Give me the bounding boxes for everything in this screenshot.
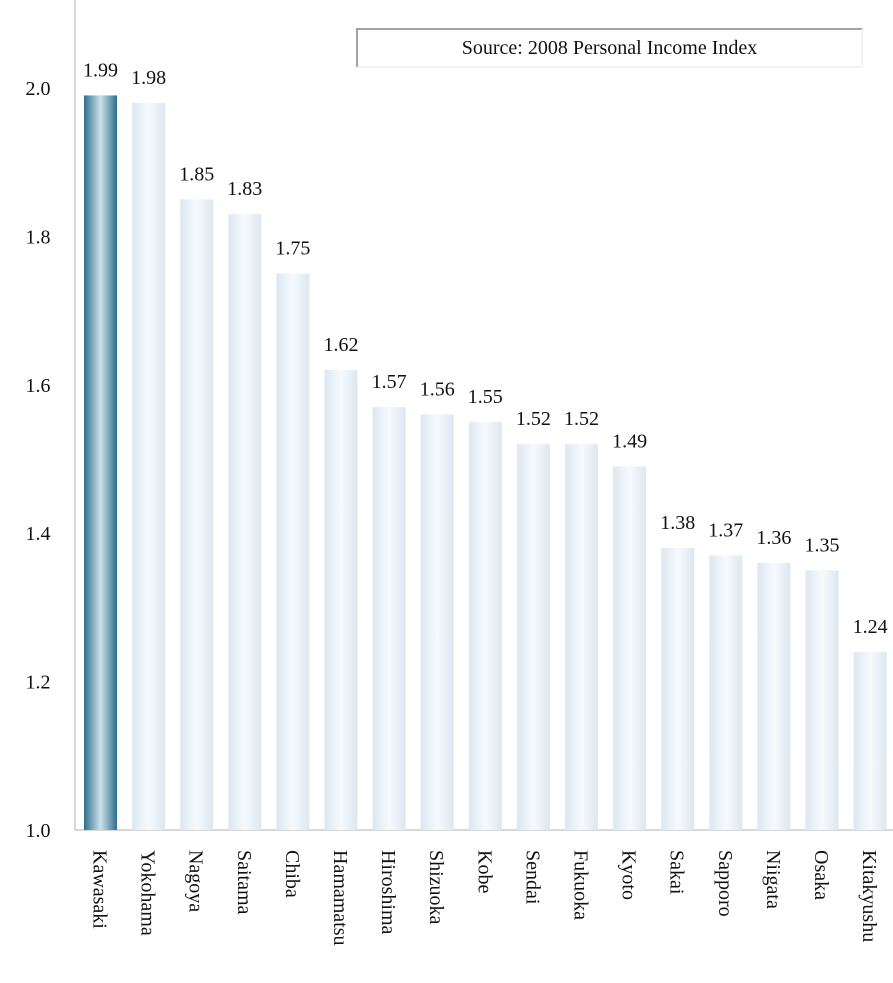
bar-kitakyushu (853, 651, 887, 830)
x-label-sendai: Sendai (521, 850, 543, 905)
x-label-sapporo: Sapporo (714, 850, 736, 917)
x-label-kyoto: Kyoto (618, 850, 640, 900)
bar-sapporo (709, 555, 743, 830)
value-label-3: 1.83 (227, 178, 262, 200)
bar-chiba (276, 273, 310, 830)
bar-shizuoka (420, 414, 454, 830)
y-tick-label-2: 1.4 (26, 523, 51, 545)
bar-kyoto (613, 466, 647, 830)
x-axis-labels: Kawasaki Yokohama Nagoya Saitama Chiba Hamama… (89, 850, 881, 946)
bar-sendai (516, 444, 550, 830)
x-label-hamamatsu: Hamamatsu (329, 850, 351, 946)
x-label-sakai: Sakai (666, 850, 688, 895)
y-axis-ticks: 1.0 1.2 1.4 1.6 1.8 2.0 (26, 78, 51, 842)
y-tick-label-3: 1.6 (26, 375, 51, 397)
y-tick-label-5: 2.0 (26, 78, 51, 100)
x-label-yokohama: Yokohama (137, 850, 159, 936)
value-label-14: 1.36 (756, 527, 791, 549)
value-label-12: 1.38 (660, 512, 695, 534)
bar-kobe (468, 421, 502, 830)
value-label-11: 1.49 (612, 430, 647, 452)
value-labels-group: 1.99 1.98 1.85 1.83 1.75 1.62 1.57 1.56 1.55 1.52… (83, 59, 888, 638)
bars-group (84, 95, 887, 831)
value-label-4: 1.75 (275, 238, 310, 260)
bar-saitama (228, 214, 262, 830)
x-label-shizuoka: Shizuoka (425, 850, 447, 925)
bar-sakai (661, 548, 695, 830)
bar-osaka (805, 570, 839, 830)
value-label-13: 1.37 (708, 519, 743, 541)
x-label-nagoya: Nagoya (185, 850, 207, 912)
x-label-fukuoka: Fukuoka (570, 850, 592, 920)
value-label-2: 1.85 (179, 163, 214, 185)
value-label-15: 1.35 (805, 534, 840, 556)
bar-yokohama (132, 102, 166, 831)
value-label-9: 1.52 (516, 408, 551, 430)
value-label-1: 1.98 (131, 67, 166, 89)
bar-hiroshima (372, 407, 406, 830)
x-label-niigata: Niigata (762, 850, 784, 909)
x-label-hiroshima: Hiroshima (377, 850, 399, 935)
y-tick-label-1: 1.2 (26, 672, 51, 694)
bar-fukuoka (565, 444, 598, 830)
x-label-kobe: Kobe (473, 850, 495, 893)
value-label-7: 1.56 (420, 378, 455, 400)
value-label-10: 1.52 (564, 408, 599, 430)
value-label-0: 1.99 (83, 59, 118, 81)
y-tick-label-0: 1.0 (26, 820, 51, 842)
x-label-kawasaki: Kawasaki (89, 850, 111, 929)
value-label-5: 1.62 (324, 334, 359, 356)
x-label-chiba: Chiba (281, 850, 303, 898)
value-label-8: 1.55 (468, 386, 503, 408)
value-label-16: 1.24 (853, 616, 888, 638)
bar-niigata (757, 562, 791, 830)
bar-hamamatsu (324, 369, 358, 830)
value-label-6: 1.57 (372, 371, 407, 393)
x-label-saitama: Saitama (233, 850, 255, 915)
bar-nagoya (180, 199, 214, 831)
x-label-osaka: Osaka (810, 850, 832, 900)
source-annotation: Source: 2008 Personal Income Index (356, 28, 863, 68)
bar-kawasaki (84, 95, 117, 831)
x-label-kitakyushu: Kitakyushu (858, 850, 880, 942)
y-tick-label-4: 1.8 (26, 226, 51, 248)
